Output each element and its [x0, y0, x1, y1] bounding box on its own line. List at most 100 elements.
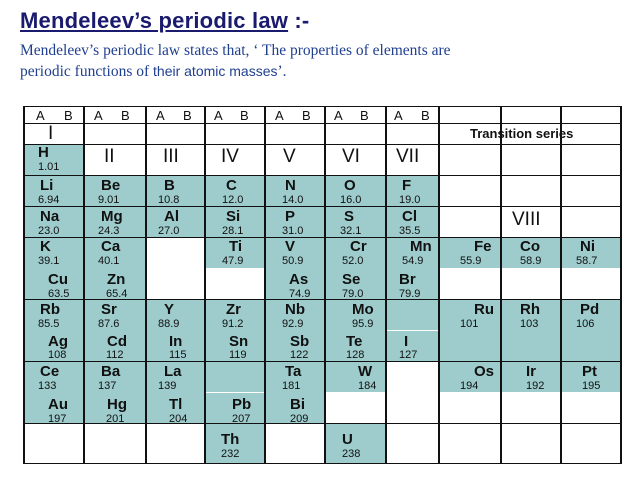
shaded-cell — [265, 362, 324, 423]
element-mass: 14.0 — [282, 194, 304, 206]
shaded-cell — [205, 300, 264, 361]
element-mass: 35.5 — [399, 225, 421, 237]
element-mass: 24.3 — [98, 225, 120, 237]
shaded-cell — [146, 362, 204, 423]
element-symbol: Be — [101, 177, 121, 194]
element-mass: 31.0 — [282, 225, 304, 237]
grid-line-vertical — [23, 106, 25, 463]
shaded-cell — [561, 362, 620, 392]
shaded-cell — [439, 362, 500, 392]
title-suffix: :- — [294, 8, 310, 33]
element-symbol: Mo — [352, 301, 374, 318]
element-symbol: Os — [474, 363, 495, 380]
shaded-cell — [386, 300, 438, 330]
element-symbol: Br — [399, 271, 416, 288]
element-symbol: Rh — [520, 301, 540, 318]
element-mass: 92.9 — [282, 318, 304, 330]
element-symbol: Pd — [580, 301, 600, 318]
shaded-cell — [325, 238, 385, 299]
element-mass: 137 — [98, 380, 117, 392]
shaded-cell — [84, 176, 145, 206]
subgroup-label-a: A — [94, 108, 103, 123]
element-symbol: Ir — [526, 363, 537, 380]
shaded-cell — [84, 362, 145, 423]
grid-line-horizontal — [23, 299, 622, 300]
group-label: VI — [342, 146, 360, 167]
subgroup-label-b: B — [421, 108, 430, 123]
group-label: VII — [396, 146, 420, 167]
shaded-cell — [205, 176, 264, 206]
element-symbol: Ni — [580, 238, 595, 255]
group-label: II — [104, 146, 115, 167]
subgroup-label-a: A — [334, 108, 343, 123]
element-symbol: Cr — [350, 238, 367, 255]
element-symbol: Cd — [107, 333, 127, 350]
element-symbol: Co — [520, 238, 540, 255]
title-text: Mendeleev’s periodic law — [20, 8, 289, 33]
element-symbol: Al — [164, 208, 179, 225]
element-symbol: K — [40, 238, 51, 255]
element-symbol: Zn — [107, 271, 126, 288]
element-mass: 95.9 — [352, 318, 374, 330]
element-symbol: Fe — [474, 238, 492, 255]
element-mass: 184 — [358, 380, 377, 392]
element-symbol: Sr — [101, 301, 117, 318]
shaded-cell — [24, 238, 83, 299]
element-mass: 9.01 — [98, 194, 120, 206]
element-mass: 122 — [290, 349, 309, 361]
element-mass: 207 — [232, 413, 251, 425]
shaded-cell — [265, 207, 324, 237]
element-mass: 79.0 — [342, 288, 364, 300]
element-mass: 6.94 — [38, 194, 60, 206]
grid-line-vertical — [264, 106, 266, 463]
element-mass: 139 — [158, 380, 177, 392]
shaded-cell — [146, 176, 204, 206]
element-mass: 192 — [526, 380, 545, 392]
shaded-cell — [561, 300, 620, 361]
shaded-cell — [386, 176, 438, 206]
shaded-cell — [265, 300, 324, 361]
shaded-cell — [205, 424, 264, 463]
shaded-cell — [501, 362, 560, 392]
element-symbol: O — [344, 177, 356, 194]
shaded-cell — [84, 207, 145, 237]
grid-line-vertical — [500, 106, 502, 463]
grid-line-horizontal — [23, 361, 622, 362]
element-mass: 115 — [169, 349, 187, 361]
element-symbol: Th — [221, 431, 240, 448]
shaded-cell — [265, 176, 324, 206]
element-symbol: Se — [342, 271, 361, 288]
shaded-cell — [325, 300, 385, 361]
element-symbol: Au — [48, 396, 68, 413]
shaded-cell — [146, 207, 204, 237]
grid-line-vertical — [145, 106, 147, 463]
shaded-cell — [84, 300, 145, 361]
subgroup-label-a: A — [394, 108, 403, 123]
element-symbol: Y — [164, 301, 175, 318]
element-symbol: Ag — [48, 333, 68, 350]
element-symbol: Rb — [40, 301, 60, 318]
shaded-cell — [386, 207, 438, 237]
shaded-cell — [439, 300, 500, 361]
group-label: III — [163, 146, 179, 167]
element-mass: 55.9 — [460, 255, 482, 267]
element-symbol: Ru — [474, 301, 494, 318]
grid-line-horizontal — [23, 423, 622, 424]
shaded-cell — [84, 238, 145, 299]
element-symbol: P — [285, 208, 296, 225]
grid-line-vertical — [83, 106, 85, 463]
grid-line-horizontal — [23, 206, 622, 207]
element-mass: 12.0 — [222, 194, 244, 206]
grid-line-vertical — [204, 106, 206, 463]
element-symbol: V — [285, 238, 296, 255]
element-symbol: F — [402, 177, 412, 194]
transition-series-label: Transition series — [470, 126, 574, 141]
element-mass: 103 — [520, 318, 539, 330]
shaded-cell — [325, 207, 385, 237]
element-mass: 91.2 — [222, 318, 244, 330]
desc-line-2b: their atomic masses — [153, 63, 278, 79]
subgroup-label-a: A — [275, 108, 284, 123]
element-mass: 209 — [290, 413, 309, 425]
element-mass: 204 — [169, 413, 188, 425]
element-symbol: Li — [40, 177, 54, 194]
